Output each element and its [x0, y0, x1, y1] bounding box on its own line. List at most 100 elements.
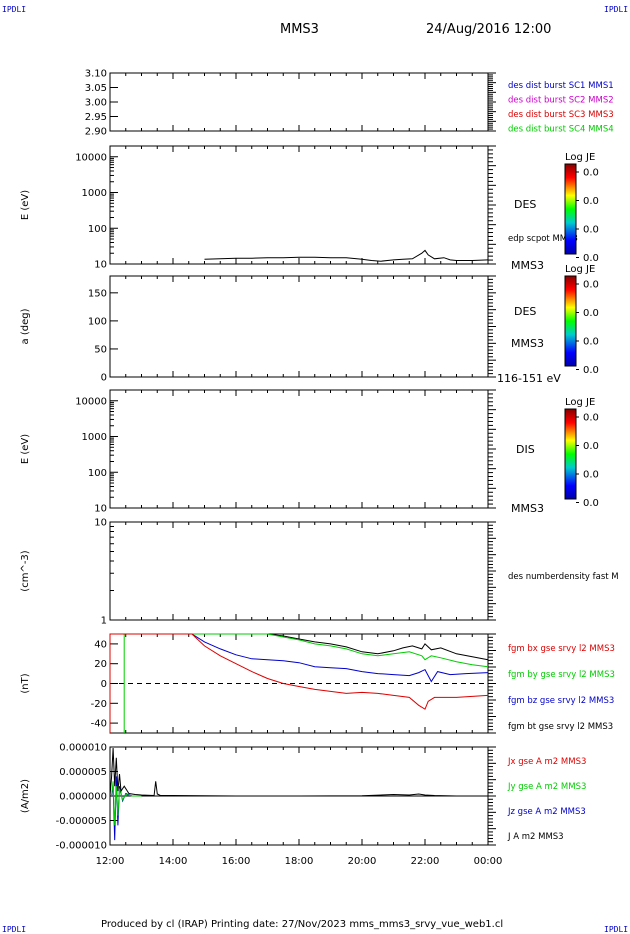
y-tick-label: 10 — [94, 260, 107, 271]
x-tick-label: 20:00 — [348, 856, 377, 867]
colorbar — [564, 408, 577, 500]
y-tick-label: -20 — [91, 699, 107, 710]
y-tick-label: 10 — [94, 518, 107, 529]
stacked-time-series-plot: 3.10 3.05 3.00 2.95 2.90 des dist burst SC1 M… — [20, 69, 619, 868]
panel-label-spacecraft: MMS3 — [511, 337, 544, 350]
y-tick-label: 1 — [101, 616, 107, 627]
colorbar — [564, 275, 577, 367]
y-axis-label: E (eV) — [20, 190, 31, 220]
colorbar-title: Log JE — [565, 152, 595, 163]
y-tick-label: 100 — [88, 468, 107, 479]
y-tick-label: 10 — [94, 504, 107, 515]
y-tick-label: 3.00 — [85, 98, 107, 109]
panel-label-instrument: DES — [514, 198, 536, 211]
colorbar-tick-label: 0.0 — [583, 441, 599, 452]
y-tick-label: 1000 — [82, 188, 107, 199]
x-tick-label: 14:00 — [159, 856, 188, 867]
y-tick-label: 40 — [94, 639, 107, 650]
colorbar-tick-label: 0.0 — [583, 498, 599, 509]
y-tick-label: -40 — [91, 719, 107, 730]
colorbar-tick-label: 0.0 — [583, 280, 599, 291]
panel-frame — [109, 521, 489, 621]
y-axis-label: E (eV) — [20, 434, 31, 464]
y-axis-label: (nT) — [20, 673, 31, 693]
x-tick-label: 12:00 — [96, 856, 125, 867]
y-tick-label: 3.10 — [85, 69, 107, 80]
y-tick-label: 20 — [94, 659, 107, 670]
y-tick-label: 2.95 — [85, 112, 107, 123]
corner-label-bottom-left: IPDLI — [2, 925, 27, 934]
header-spacecraft: MMS3 — [280, 22, 319, 37]
legend-entry: fgm by gse srvy l2 MMS3 — [508, 670, 615, 680]
legend-entry: des numberdensity fast M — [508, 572, 619, 582]
panel-label-spacecraft: MMS3 — [511, 502, 544, 515]
colorbar-tick-label: 0.0 — [583, 253, 599, 264]
panel-frame — [109, 389, 489, 509]
y-tick-label: 1000 — [82, 432, 107, 443]
y-tick-label: 3.05 — [85, 83, 107, 94]
legend-entry: fgm bz gse srvy l2 MMS3 — [508, 696, 614, 706]
series-line — [204, 249, 489, 262]
panel-label-spacecraft: MMS3 — [511, 259, 544, 272]
y-tick-label: -0.000005 — [56, 816, 107, 827]
y-tick-label: 150 — [88, 288, 107, 299]
y-tick-label: 100 — [88, 316, 107, 327]
panel-label-instrument: DIS — [516, 443, 535, 456]
y-tick-label: 0 — [101, 373, 107, 384]
y-tick-label: -0.000010 — [56, 841, 107, 852]
header-datetime: 24/Aug/2016 12:00 — [426, 22, 552, 37]
panel-label-energy-range: 116-151 eV — [497, 372, 561, 385]
y-tick-label: 2.90 — [85, 127, 107, 138]
colorbar-tick-label: 0.0 — [583, 365, 599, 376]
colorbar-tick-label: 0.0 — [583, 168, 599, 179]
y-tick-label: 0.000005 — [59, 767, 107, 778]
legend-entry: des dist burst SC2 MMS2 — [508, 96, 614, 106]
y-tick-label: 100 — [88, 224, 107, 235]
colorbar-tick-label: 0.0 — [583, 470, 599, 481]
panel-frame — [109, 72, 489, 132]
legend-entry: Jy gse A m2 MMS3 — [507, 782, 586, 792]
legend-entry: des dist burst SC3 MMS3 — [508, 110, 614, 120]
y-axis-label: a (deg) — [20, 308, 31, 344]
colorbar-tick-label: 0.0 — [583, 413, 599, 424]
colorbar-tick-label: 0.0 — [583, 196, 599, 207]
x-tick-label: 00:00 — [474, 856, 503, 867]
legend-entry: Jz gse A m2 MMS3 — [507, 807, 586, 817]
y-axis-label: (A/m2) — [20, 779, 31, 813]
legend-entry: fgm bt gse srvy l2 MMS3 — [508, 722, 613, 732]
panel-frame — [109, 145, 489, 265]
series-line — [191, 633, 489, 683]
x-tick-label: 22:00 — [411, 856, 440, 867]
colorbar-title: Log JE — [565, 264, 595, 275]
y-tick-label: 50 — [94, 344, 107, 355]
legend-entry: fgm bx gse srvy l2 MMS3 — [508, 644, 615, 654]
y-tick-label: 10000 — [75, 396, 107, 407]
panel-frame — [109, 275, 489, 378]
colorbar-tick-label: 0.0 — [583, 225, 599, 236]
colorbar-tick-label: 0.0 — [583, 337, 599, 348]
series-line — [109, 633, 489, 733]
x-tick-label: 16:00 — [222, 856, 251, 867]
legend-entry: J A m2 MMS3 — [507, 832, 564, 842]
series-line — [111, 776, 142, 841]
colorbar-tick-label: 0.0 — [583, 308, 599, 319]
panel-label-instrument: DES — [514, 305, 536, 318]
corner-label-top-left: IPDLI — [2, 5, 27, 14]
x-tick-label: 18:00 — [285, 856, 314, 867]
y-tick-label: 0 — [101, 679, 107, 690]
series-line — [123, 633, 489, 733]
colorbar-title: Log JE — [565, 397, 595, 408]
corner-label-bottom-right: IPDLI — [604, 925, 629, 934]
colorbar — [564, 163, 577, 255]
series-line — [109, 747, 488, 797]
series-line — [111, 781, 142, 826]
series-line — [267, 633, 489, 661]
footer-credits: Produced by cl (IRAP) Printing date: 27/… — [101, 919, 504, 930]
legend-entry: Jx gse A m2 MMS3 — [507, 757, 586, 767]
legend-entry: des dist burst SC1 MMS1 — [508, 81, 614, 91]
y-axis-label: (cm^-3) — [20, 550, 31, 591]
corner-label-top-right: IPDLI — [604, 5, 629, 14]
y-tick-label: 10000 — [75, 152, 107, 163]
legend-entry: des dist burst SC4 MMS4 — [508, 125, 614, 135]
y-tick-label: 0.000010 — [59, 743, 107, 754]
